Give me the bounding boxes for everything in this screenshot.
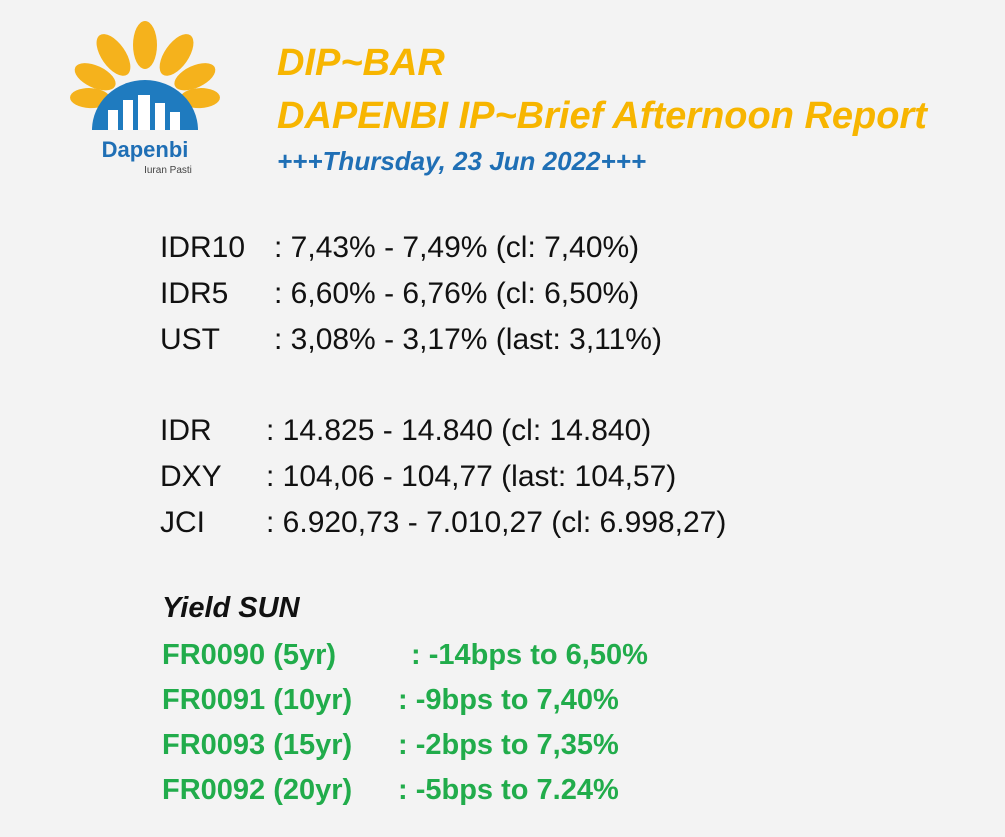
row-value: : 3,08% - 3,17% (last: 3,11%) (274, 323, 662, 356)
row-label: FR0092 (20yr) (162, 774, 353, 806)
buildings (108, 95, 180, 130)
row-label: DXY (160, 460, 222, 493)
row-value: : 14.825 - 14.840 (cl: 14.840) (266, 414, 652, 447)
row-label: UST (160, 323, 220, 356)
row-value: : -2bps to 7,35% (398, 729, 619, 761)
row-value: : 7,43% - 7,49% (cl: 7,40%) (274, 231, 640, 264)
sun-petals (70, 21, 220, 109)
row-value: : -14bps to 6,50% (411, 639, 648, 671)
date: +++Thursday, 23 Jun 2022+++ (277, 146, 647, 176)
row-label: IDR10 (160, 231, 246, 264)
row-label: IDR5 (160, 277, 229, 310)
subtitle: DAPENBI IP~Brief Afternoon Report (277, 95, 927, 137)
row-label: FR0093 (15yr) (162, 729, 353, 761)
logo-name: Dapenbi (102, 137, 189, 162)
title: DIP~BAR (277, 42, 445, 84)
logo: Dapenbi Iuran Pasti (70, 21, 220, 176)
row-label: JCI (160, 506, 205, 539)
row-value: : -9bps to 7,40% (398, 684, 619, 716)
row-value: : 6,60% - 6,76% (cl: 6,50%) (274, 277, 640, 310)
row-label: FR0090 (5yr) (162, 639, 337, 671)
section-title: Yield SUN (162, 592, 300, 624)
logo-tagline: Iuran Pasti (144, 165, 192, 176)
row-label: FR0091 (10yr) (162, 684, 353, 716)
row-value: : -5bps to 7.24% (398, 774, 619, 806)
row-value: : 6.920,73 - 7.010,27 (cl: 6.998,27) (266, 506, 727, 539)
row-label: IDR (160, 414, 212, 447)
row-value: : 104,06 - 104,77 (last: 104,57) (266, 460, 677, 493)
